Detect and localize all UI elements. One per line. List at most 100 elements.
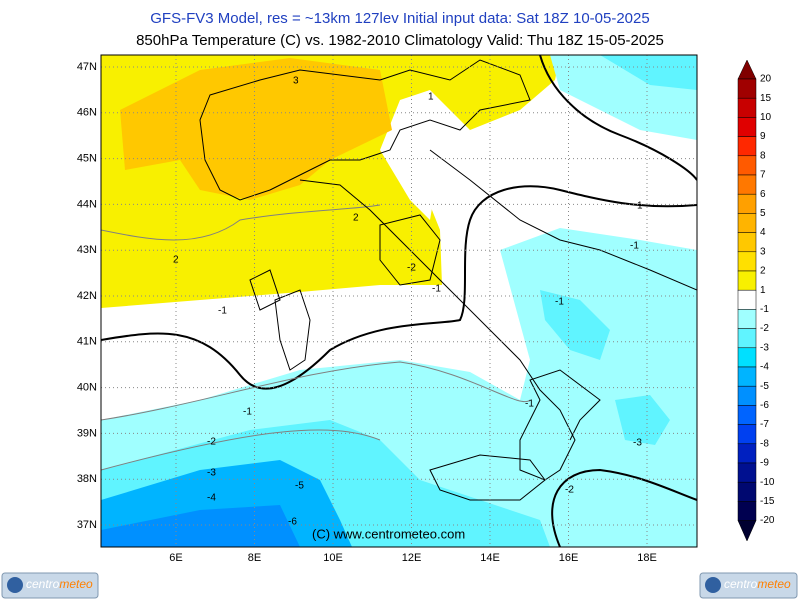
- colorbar-cap: [737, 520, 757, 542]
- lon-label: 8E: [248, 552, 261, 564]
- lat-label: 43N: [77, 244, 97, 256]
- colorbar-band: [737, 405, 757, 425]
- colorbar-band: [737, 501, 757, 521]
- colorbar-band: [737, 347, 757, 368]
- lat-label: 45N: [77, 153, 97, 165]
- colorbar-label: -3: [760, 342, 769, 353]
- contour-label: 1: [428, 92, 434, 103]
- colorbar-band: [737, 443, 757, 464]
- colorbar: 20 15 10 9 8 7 6 5 4 3 2 1 -1 -2 -3 -4 -5 -6 -7 -8 -9 -10 -15 -…: [737, 59, 775, 542]
- colorbar-label: -4: [760, 362, 769, 373]
- contour-label: -5: [295, 481, 304, 492]
- contour-label: -1: [525, 399, 534, 410]
- contour-label: -1: [218, 306, 227, 317]
- logo-text: meteo: [757, 577, 791, 591]
- lat-label: 38N: [77, 473, 97, 485]
- contour-labels: 3 2 2 1 -1 -1 -1 -2 -3 -4 -5 -6 -1 -1 -2…: [173, 76, 643, 528]
- colorbar-label: 6: [760, 189, 766, 200]
- lat-label: 37N: [77, 519, 97, 531]
- colorbar-band: [737, 462, 757, 483]
- colorbar-band: [737, 97, 757, 118]
- contour-label: -2: [565, 485, 574, 496]
- colorbar-label: -20: [760, 515, 775, 526]
- colorbar-band: [737, 424, 757, 445]
- contour-label: -2: [207, 437, 216, 448]
- lon-label: 12E: [402, 552, 422, 564]
- colorbar-label: 9: [760, 131, 766, 142]
- colorbar-label: 4: [760, 227, 766, 238]
- logo-text: meteo: [59, 577, 93, 591]
- colorbar-label: 10: [760, 112, 772, 123]
- lon-label: 16E: [559, 552, 579, 564]
- colorbar-label: 15: [760, 93, 772, 104]
- colorbar-band: [737, 385, 757, 406]
- colorbar-band: [737, 213, 757, 233]
- contour-label: -3: [207, 468, 216, 479]
- logo-right: centrometeo: [699, 572, 798, 599]
- colorbar-label: 7: [760, 170, 766, 181]
- contour-label: -1: [630, 241, 639, 252]
- lat-label: 44N: [77, 198, 97, 210]
- logo-text: centro: [724, 577, 758, 591]
- colorbar-label: -7: [760, 419, 769, 430]
- svg-text:centrometeo: centrometeo: [724, 577, 791, 591]
- colorbar-label: 5: [760, 208, 766, 219]
- contour-label: 1: [637, 201, 643, 212]
- colorbar-band: [737, 136, 757, 157]
- colorbar-label: 3: [760, 246, 766, 257]
- colorbar-band: [737, 481, 757, 502]
- colorbar-band: [737, 155, 757, 176]
- colorbar-label: -2: [760, 323, 769, 334]
- contour-label: -3: [633, 438, 642, 449]
- lat-label: 42N: [77, 290, 97, 302]
- lat-label: 41N: [77, 336, 97, 348]
- colorbar-label: -15: [760, 496, 775, 507]
- colorbar-label: 8: [760, 150, 766, 161]
- lon-label: 6E: [169, 552, 182, 564]
- colorbar-band: [737, 270, 757, 291]
- lon-label: 18E: [637, 552, 657, 564]
- contour-label: 2: [353, 213, 359, 224]
- lat-label: 46N: [77, 107, 97, 119]
- colorbar-label: -5: [760, 381, 769, 392]
- copyright: (C) www.centrometeo.com: [312, 526, 465, 541]
- colorbar-band: [737, 117, 757, 137]
- colorbar-band: [737, 193, 757, 214]
- colorbar-band: [737, 328, 757, 349]
- colorbar-band: [737, 78, 757, 99]
- svg-text:centrometeo: centrometeo: [26, 577, 93, 591]
- colorbar-cap: [737, 59, 757, 80]
- lon-label: 14E: [480, 552, 500, 564]
- colorbar-label: -9: [760, 458, 769, 469]
- colorbar-label: -1: [760, 304, 769, 315]
- title-line1: GFS-FV3 Model, res = ~13km 127lev Initia…: [150, 10, 649, 27]
- map-fields: [101, 55, 697, 547]
- contour-label: -2: [407, 263, 416, 274]
- colorbar-label: 20: [760, 74, 772, 85]
- contour-label: -1: [432, 284, 441, 295]
- colorbar-band: [737, 366, 757, 387]
- lon-label: 10E: [323, 552, 343, 564]
- lat-label: 47N: [77, 61, 97, 73]
- colorbar-label: -10: [760, 477, 775, 488]
- colorbar-label: -6: [760, 400, 769, 411]
- contour-label: 2: [173, 255, 179, 266]
- colorbar-band: [737, 232, 757, 253]
- graticule: 47N 46N 45N 44N 43N 42N 41N 40N 39N 38N 37N 6E 8E 10E…: [77, 55, 697, 564]
- colorbar-band: [737, 289, 757, 310]
- colorbar-band: [737, 309, 757, 329]
- contour-label: 3: [293, 76, 299, 87]
- colorbar-band: [737, 251, 757, 272]
- colorbar-label: -8: [760, 438, 769, 449]
- contour-label: -1: [555, 297, 564, 308]
- logo-text: centro: [26, 577, 60, 591]
- colorbar-label: 1: [760, 285, 766, 296]
- lat-label: 40N: [77, 382, 97, 394]
- contour-label: -4: [207, 493, 216, 504]
- title-line2: 850hPa Temperature (C) vs. 1982-2010 Cli…: [136, 32, 664, 49]
- colorbar-band: [737, 174, 757, 195]
- logo-left: centrometeo: [1, 572, 99, 599]
- contour-label: -1: [243, 407, 252, 418]
- map-frame: [100, 54, 698, 548]
